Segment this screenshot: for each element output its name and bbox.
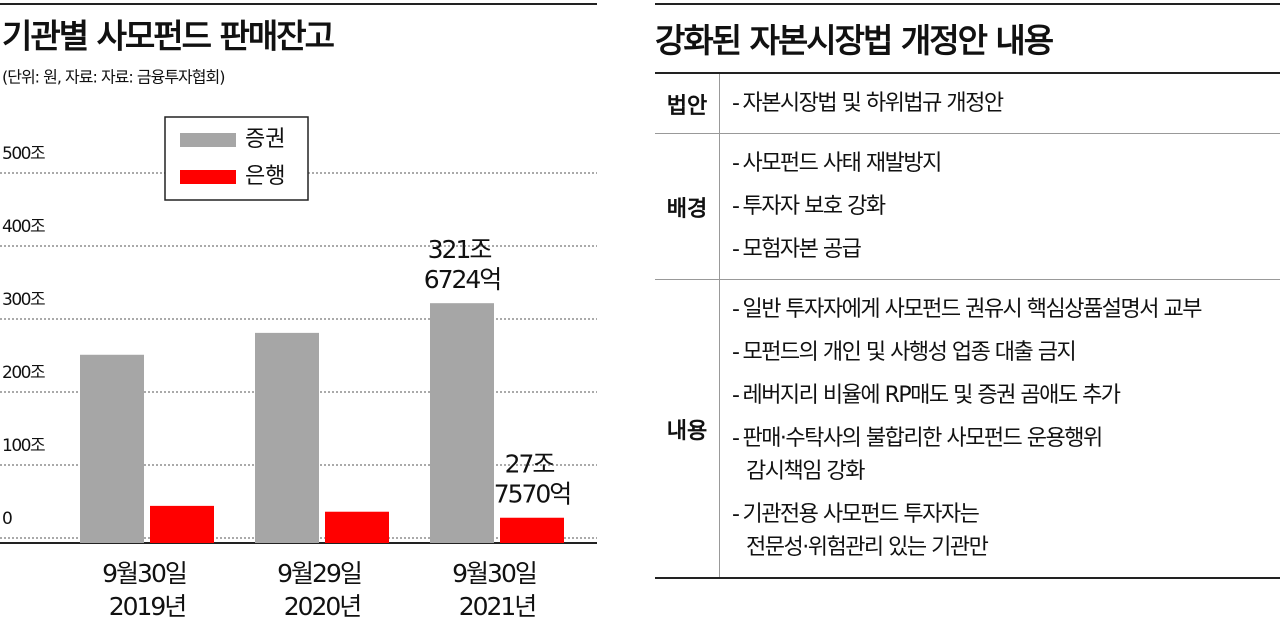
row-items: 사모펀드 사태 재발방지투자자 보호 강화모험자본 공급 <box>720 134 1280 279</box>
item-line: 모험자본 공급 <box>732 233 1280 266</box>
item-line: 감시책임 강화 <box>746 459 865 484</box>
x-tick-label: 9월30일 2021년 <box>452 559 542 621</box>
table: 법안자본시장법 및 하위법규 개정안배경사모펀드 사태 재발방지투자자 보호 강… <box>655 72 1280 579</box>
top-rule <box>655 3 1280 5</box>
x-tick-label: 9월30일 2019년 <box>102 559 192 621</box>
row-items: 일반 투자자에게 사모펀드 권유시 핵심상품설명서 교부모펀드의 개인 및 사행… <box>720 280 1280 577</box>
y-tick-label: 400조 <box>2 217 45 237</box>
table-row: 법안 자본시장법 및 하위법규 개정안 <box>655 74 1280 134</box>
bar <box>80 354 144 543</box>
y-tick-label: 200조 <box>2 363 45 383</box>
y-tick-label: 100조 <box>2 436 45 456</box>
bar <box>150 505 214 543</box>
legend-box <box>164 116 309 201</box>
value-label: 321조 6724억 <box>424 235 501 294</box>
row-label: 법안 <box>655 74 720 133</box>
bar <box>430 303 494 543</box>
item-line: 레버지리 비율에 RP매도 및 증권 곰애도 추가 <box>732 379 1280 412</box>
row-item: 모펀드의 개인 및 사행성 업종 대출 금지 <box>732 331 1280 374</box>
y-tick-label: 300조 <box>2 290 45 310</box>
bar <box>500 517 564 543</box>
row-label: 내용 <box>655 280 720 577</box>
bar <box>325 511 389 543</box>
item-line: 자본시장법 및 하위법규 개정안 <box>732 87 1280 120</box>
row-item: 일반 투자자에게 사모펀드 권유시 핵심상품설명서 교부 <box>732 288 1280 331</box>
item-line: 모펀드의 개인 및 사행성 업종 대출 금지 <box>732 336 1280 369</box>
table-row: 내용일반 투자자에게 사모펀드 권유시 핵심상품설명서 교부모펀드의 개인 및 … <box>655 280 1280 579</box>
item-line: 전문성·위험관리 있는 기관만 <box>746 535 989 560</box>
bar <box>255 332 319 543</box>
legend-swatch <box>180 170 236 184</box>
item-line: 사모펀드 사태 재발방지 <box>732 147 1280 180</box>
row-label: 배경 <box>655 134 720 279</box>
top-rule <box>0 3 597 5</box>
row-items: 자본시장법 및 하위법규 개정안 <box>720 74 1280 133</box>
x-tick-label: 9월29일 2020년 <box>277 559 367 621</box>
row-item: 자본시장법 및 하위법규 개정안 <box>732 82 1280 125</box>
row-item: 사모펀드 사태 재발방지 <box>732 142 1280 185</box>
row-item: 투자자 보호 강화 <box>732 185 1280 228</box>
item-line: 판매·수탁사의 불합리한 사모펀드 운용행위 <box>732 422 1280 455</box>
chart-title: 기관별 사모펀드 판매잔고 <box>2 17 335 56</box>
legend-label: 증권 <box>245 127 285 152</box>
chart-subtitle: (단위: 원, 자료: 자료: 금융투자협회) <box>2 68 224 87</box>
table-row: 배경사모펀드 사태 재발방지투자자 보호 강화모험자본 공급 <box>655 134 1280 280</box>
item-line: 기관전용 사모펀드 투자자는 <box>732 498 1280 531</box>
row-item: 모험자본 공급 <box>732 228 1280 271</box>
item-line: 투자자 보호 강화 <box>732 190 1280 223</box>
table-title: 강화된 자본시장법 개정안 내용 <box>655 21 1054 60</box>
y-tick-label: 500조 <box>2 144 45 164</box>
legend-label: 은행 <box>245 164 285 189</box>
chart: 기관별 사모펀드 판매잔고 (단위: 원, 자료: 자료: 금융투자협회) 0 1… <box>0 17 597 621</box>
item-line: 일반 투자자에게 사모펀드 권유시 핵심상품설명서 교부 <box>732 293 1280 326</box>
legend-swatch <box>180 133 236 147</box>
row-item: 레버지리 비율에 RP매도 및 증권 곰애도 추가 <box>732 374 1280 417</box>
y-tick-label: 0 <box>2 509 12 529</box>
value-label: 27조 7570억 <box>494 450 571 509</box>
table-panel: 강화된 자본시장법 개정안 내용 법안자본시장법 및 하위법규 개정안배경사모펀… <box>655 0 1280 625</box>
